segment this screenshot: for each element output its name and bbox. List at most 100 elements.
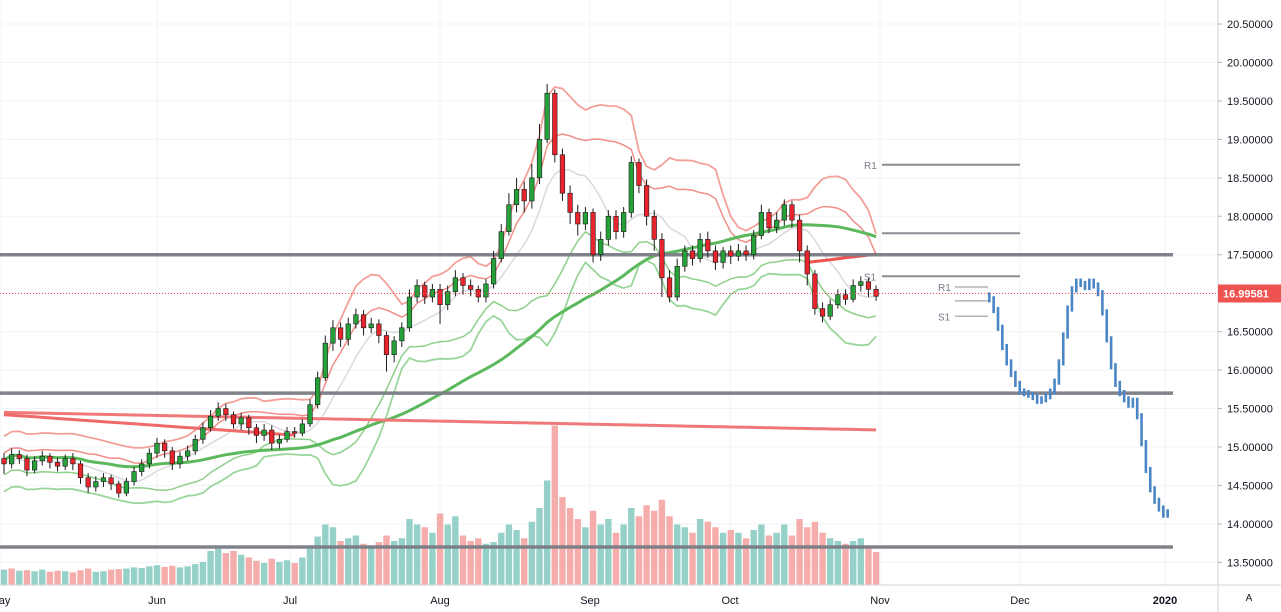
price-axis[interactable]: 20.50000 20.00000 19.50000 19.00000 18.50000… [1217, 0, 1273, 612]
candle [850, 279, 856, 303]
volume-bar [436, 513, 444, 585]
volume-bar [345, 538, 352, 585]
volume-bar [834, 541, 842, 585]
x-tick-label: Oct [721, 595, 738, 607]
candle [705, 231, 711, 258]
candle [781, 199, 787, 226]
candle [789, 200, 795, 228]
volume-bar [827, 538, 834, 585]
volume-bar [107, 569, 115, 585]
candle-body [659, 239, 665, 279]
candle-body [368, 323, 374, 329]
candle [437, 283, 443, 324]
projection-bar [1135, 397, 1139, 420]
projection-bars [988, 278, 1169, 518]
candle [621, 207, 627, 238]
candle [490, 250, 497, 289]
y-tick-label: 20.50000 [1227, 19, 1273, 31]
y-tick-label: 17.50000 [1227, 250, 1273, 262]
candle [62, 454, 68, 471]
volume-bar [230, 550, 237, 585]
volume-bar [612, 532, 620, 585]
candle [139, 459, 145, 477]
volume-bar [46, 571, 54, 585]
pivot-levels: R1 S1 R1 S1 [864, 161, 1020, 323]
volume-bar [77, 570, 84, 585]
projection-bar [1122, 390, 1126, 403]
volume-bar [100, 571, 107, 585]
candle-body [865, 281, 872, 290]
candle [513, 177, 520, 213]
candle [544, 84, 550, 144]
candle-body [261, 429, 267, 436]
volume-bar [781, 524, 788, 585]
volume-bar [857, 538, 864, 585]
candle [292, 426, 298, 438]
candle-body [582, 212, 588, 225]
candle-body [575, 212, 581, 225]
projection-bar [1066, 305, 1069, 339]
volume-bar [176, 567, 184, 585]
candle [728, 245, 734, 264]
candle [812, 270, 818, 315]
candle [200, 422, 206, 444]
volume-bar [115, 569, 122, 585]
candle [743, 245, 749, 261]
volume-bar [429, 532, 436, 585]
projection-bar [1118, 380, 1122, 397]
candle-body [743, 250, 749, 256]
y-tick-label: 14.50000 [1227, 480, 1273, 492]
candle [628, 156, 634, 218]
candle-body [1, 458, 7, 465]
volume-bar [16, 570, 23, 585]
volume-bar [237, 554, 245, 585]
volume-bar [475, 538, 482, 585]
candle-body [544, 92, 550, 140]
projection-bar [1031, 391, 1035, 401]
volume-bar [459, 535, 467, 585]
candle-body [39, 455, 45, 462]
projection-bar [996, 307, 1000, 331]
candle [177, 451, 183, 469]
candle [674, 258, 680, 301]
volume-bar [130, 567, 138, 585]
candle [31, 456, 38, 474]
auto-scale-button[interactable]: A [1245, 593, 1253, 604]
last-price-marker: 16.99581 [0, 284, 1281, 303]
candle [406, 289, 413, 332]
volume-bar [215, 547, 222, 585]
candle [804, 245, 810, 286]
volume-bar [674, 524, 681, 585]
candle-body [330, 327, 336, 344]
volume-bar [23, 570, 31, 585]
volume-bar [727, 530, 734, 585]
projection-bar [1027, 390, 1030, 398]
candle [636, 158, 642, 194]
projection-bar [1070, 286, 1074, 312]
candle-body [406, 296, 413, 329]
volume-bar [498, 532, 505, 585]
volume-bar [490, 542, 497, 585]
candle-body [246, 417, 252, 429]
candle-body [758, 212, 764, 236]
candle-body [804, 250, 810, 275]
candle-body [789, 204, 795, 221]
volume-bar [551, 425, 558, 585]
volume-bar [842, 543, 849, 585]
candle [269, 425, 275, 451]
volume-bar [574, 519, 581, 585]
candle-body [276, 438, 283, 444]
candle-body [177, 455, 183, 465]
candle [689, 245, 696, 266]
volume-bar [314, 536, 321, 585]
projection-bar [1053, 378, 1056, 395]
projection-bar [1096, 282, 1100, 297]
volume-bar [39, 569, 46, 585]
time-axis[interactable]: May Jun Jul Aug Sep Oct Nov Dec 2020 [0, 584, 1281, 607]
candle [223, 403, 229, 421]
candle-body [192, 438, 198, 452]
candle-body [315, 377, 321, 405]
volume-bar [291, 563, 298, 585]
candle-body [781, 204, 787, 221]
